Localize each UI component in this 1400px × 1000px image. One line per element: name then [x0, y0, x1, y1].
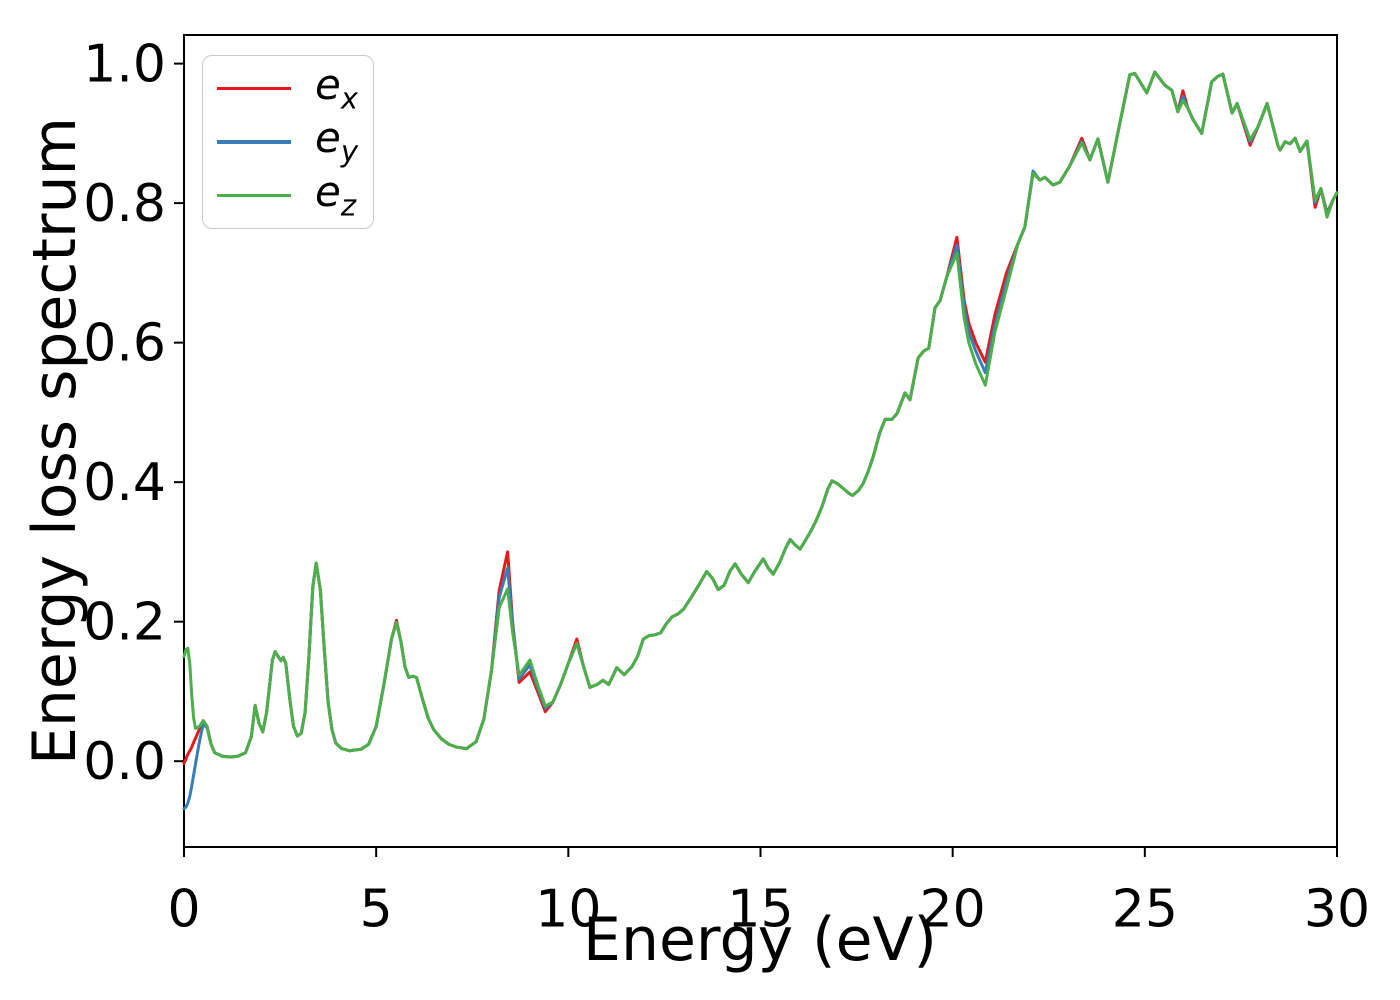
- y-tick-label: 0.4: [83, 453, 166, 513]
- y-tick-label: 0.0: [83, 732, 166, 792]
- x-tick-label: 30: [1304, 880, 1370, 940]
- y-tick-label: 0.2: [83, 593, 166, 653]
- legend-label-e_x: ex: [315, 59, 359, 116]
- x-tick-label: 15: [727, 880, 793, 940]
- y-tick-label: 0.8: [83, 174, 166, 234]
- legend: ex ey ez: [202, 55, 374, 229]
- legend-line-sample-e_z: [217, 193, 291, 198]
- legend-line-sample-e_y: [217, 140, 291, 144]
- y-tick-label: 0.6: [83, 314, 166, 374]
- x-tick-label: 25: [1112, 880, 1178, 940]
- legend-line-sample-e_x: [217, 86, 291, 91]
- series-e_z-line: [182, 70, 1339, 759]
- x-tick-label: 20: [920, 880, 986, 940]
- y-axis-label: Energy loss spectrum: [20, 116, 90, 766]
- legend-label-e_y: ey: [315, 113, 359, 169]
- x-tick-label: 10: [535, 880, 601, 940]
- y-tick-label: 1.0: [83, 35, 166, 95]
- legend-label-e_z: ez: [315, 166, 357, 223]
- legend-entry-e_z: ez: [203, 166, 373, 223]
- x-axis-label: Energy (eV): [583, 905, 937, 975]
- legend-entry-e_x: ex: [203, 59, 373, 116]
- x-tick-label: 0: [167, 880, 200, 940]
- legend-entry-e_y: ey: [203, 117, 373, 166]
- x-tick-label: 5: [360, 880, 393, 940]
